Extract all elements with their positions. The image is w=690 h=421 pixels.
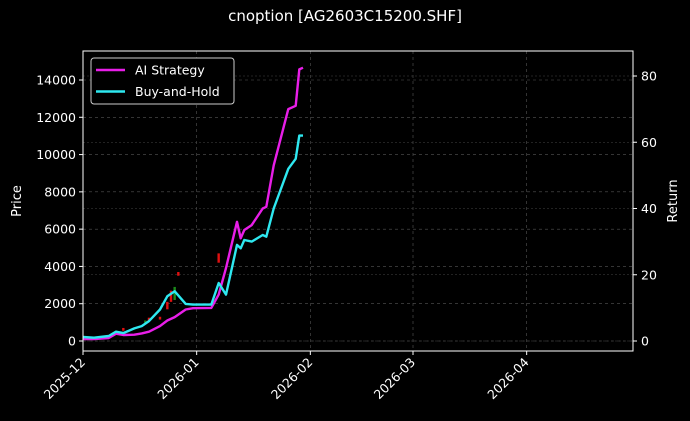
x-tick-label: 2026-03 — [371, 355, 419, 403]
legend-box — [90, 57, 235, 105]
candle — [177, 272, 180, 276]
y-tick-label-left: 10000 — [36, 147, 76, 162]
ai-strategy-line — [83, 66, 304, 341]
y-tick-label-right: 20 — [641, 267, 657, 282]
y-tick-label-left: 2000 — [44, 296, 76, 311]
y-tick-label-right: 40 — [641, 201, 657, 216]
candle — [169, 290, 173, 302]
x-tick-label: 2026-02 — [268, 355, 316, 403]
y-tick-label-right: 0 — [641, 334, 649, 349]
x-tick-label: 2025-12 — [41, 355, 89, 403]
y-axis-label-right: Return — [666, 179, 681, 222]
candle — [217, 253, 220, 263]
legend-label: Buy-and-Hold — [135, 84, 220, 99]
y-tick-label-left: 0 — [68, 334, 76, 349]
y-tick-label-left: 14000 — [36, 73, 76, 88]
x-tick-label: 2026-01 — [154, 355, 202, 403]
y-tick-label-left: 6000 — [44, 222, 76, 237]
y-tick-label-right: 60 — [641, 135, 657, 150]
buy-and-hold-line — [82, 134, 303, 339]
y-axis-label-left: Price — [10, 185, 25, 217]
legend-label: AI Strategy — [135, 63, 205, 78]
y-tick-label-left: 12000 — [36, 110, 76, 125]
candle — [166, 301, 169, 310]
x-tick-label: 2026-04 — [484, 354, 532, 402]
axes-frame — [82, 50, 634, 352]
y-tick-label-left: 8000 — [44, 184, 76, 199]
y-tick-label-left: 4000 — [44, 259, 76, 274]
candle — [173, 286, 176, 300]
candle — [158, 316, 162, 320]
candle — [122, 327, 125, 331]
chart-title: cnoption [AG2603C15200.SHF] — [228, 7, 462, 25]
y-tick-label-right: 80 — [641, 69, 657, 84]
